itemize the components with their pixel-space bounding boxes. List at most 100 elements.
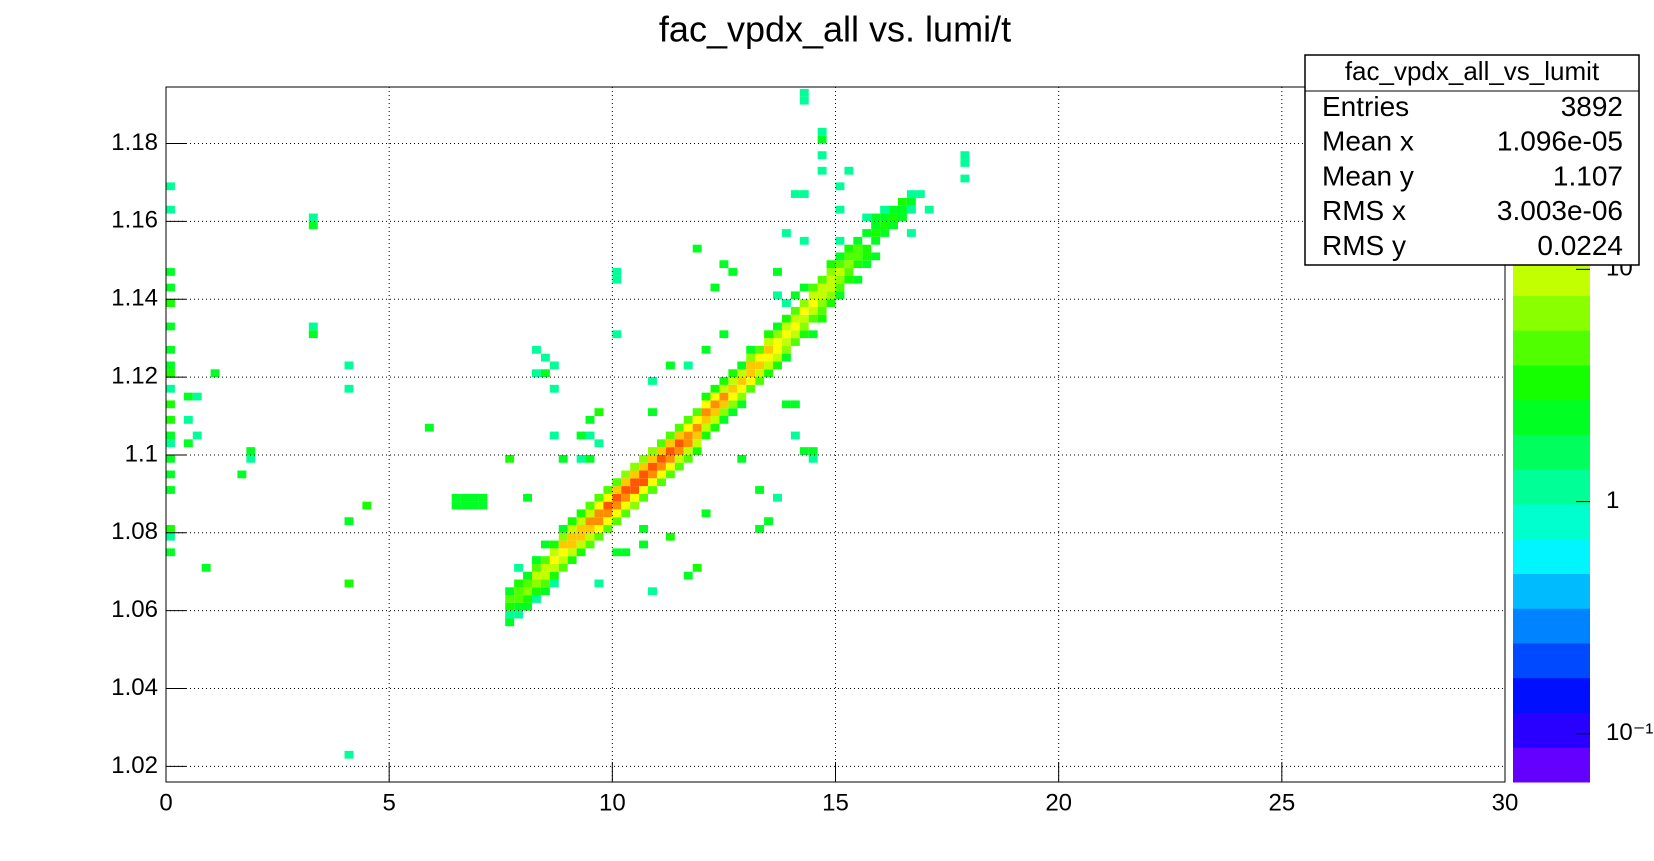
cell	[558, 563, 568, 572]
cell	[710, 416, 720, 424]
cell	[683, 439, 693, 448]
cell	[781, 330, 791, 339]
cell	[576, 431, 586, 440]
cell	[871, 213, 881, 222]
cell	[808, 306, 818, 315]
stats-value: 0.0224	[1537, 230, 1623, 261]
cell	[710, 392, 720, 401]
cell	[540, 369, 550, 378]
cell	[531, 563, 541, 572]
cell	[746, 361, 756, 370]
cell	[871, 252, 881, 261]
cell	[710, 384, 720, 393]
cell	[639, 462, 649, 471]
cell	[567, 556, 577, 564]
cell	[612, 509, 622, 518]
cell	[844, 268, 854, 276]
cell	[549, 548, 559, 557]
cell	[880, 221, 890, 230]
cell	[665, 454, 675, 463]
cell	[166, 369, 175, 378]
cell	[665, 361, 675, 370]
y-tick-label: 1.04	[111, 674, 158, 701]
cell	[567, 532, 577, 541]
cell	[826, 275, 836, 284]
cell	[344, 361, 354, 370]
cell	[844, 166, 854, 175]
cell	[594, 509, 604, 518]
cell	[648, 478, 657, 487]
cell	[192, 392, 202, 401]
cell	[344, 750, 354, 759]
palette-level	[1513, 330, 1590, 366]
palette-level	[1513, 712, 1590, 748]
cell	[523, 493, 532, 502]
cell	[549, 556, 559, 564]
stats-value: 1.096e-05	[1497, 126, 1623, 157]
cell	[505, 610, 515, 619]
x-tick-label: 25	[1268, 789, 1295, 816]
cell	[790, 322, 800, 331]
cell	[665, 532, 675, 541]
cell	[683, 361, 693, 370]
x-tick-label: 0	[159, 789, 172, 816]
cell	[478, 493, 488, 502]
cell	[746, 377, 756, 385]
cell	[719, 330, 729, 339]
cell	[844, 252, 854, 261]
cell	[594, 525, 604, 533]
cell	[531, 369, 541, 378]
cell	[674, 439, 684, 448]
palette-level	[1513, 504, 1590, 540]
palette-level	[1513, 747, 1590, 783]
cell	[781, 338, 791, 346]
cell	[585, 431, 595, 440]
stats-label: Mean x	[1322, 126, 1414, 157]
cell	[853, 236, 863, 245]
cell	[755, 345, 765, 354]
palette-level	[1513, 469, 1590, 505]
cell	[166, 322, 175, 331]
cell	[897, 213, 907, 222]
cell	[630, 470, 640, 479]
cell	[871, 236, 881, 245]
cell	[844, 275, 854, 284]
cell	[166, 454, 175, 463]
cell	[594, 408, 604, 417]
cell	[880, 229, 890, 237]
cell	[639, 525, 649, 533]
stats-box	[1304, 54, 1640, 266]
cell	[817, 135, 827, 144]
cell	[166, 486, 175, 494]
palette-level	[1513, 608, 1590, 644]
cell	[701, 423, 711, 432]
cell	[746, 384, 756, 393]
cell	[790, 338, 800, 346]
cell	[710, 400, 720, 409]
cell	[683, 454, 693, 463]
cell	[451, 501, 461, 510]
cell	[817, 299, 827, 307]
cell	[773, 493, 782, 502]
cell	[773, 338, 782, 346]
cell	[594, 439, 604, 448]
cell	[835, 260, 845, 269]
cell	[308, 221, 318, 230]
cell	[692, 447, 702, 455]
y-tick-label: 1.18	[111, 129, 158, 156]
cell	[514, 563, 524, 572]
cell	[906, 190, 916, 198]
cell	[621, 486, 631, 494]
cell	[648, 454, 657, 463]
cell	[692, 416, 702, 424]
cell	[648, 408, 657, 417]
cell	[183, 439, 193, 448]
cell	[505, 595, 515, 603]
palette-level	[1513, 365, 1590, 401]
cell	[362, 501, 372, 510]
cell	[817, 151, 827, 160]
plot-frame	[165, 86, 1506, 783]
cell	[237, 470, 247, 479]
cell	[558, 532, 568, 541]
stats-label: Mean y	[1322, 160, 1414, 191]
